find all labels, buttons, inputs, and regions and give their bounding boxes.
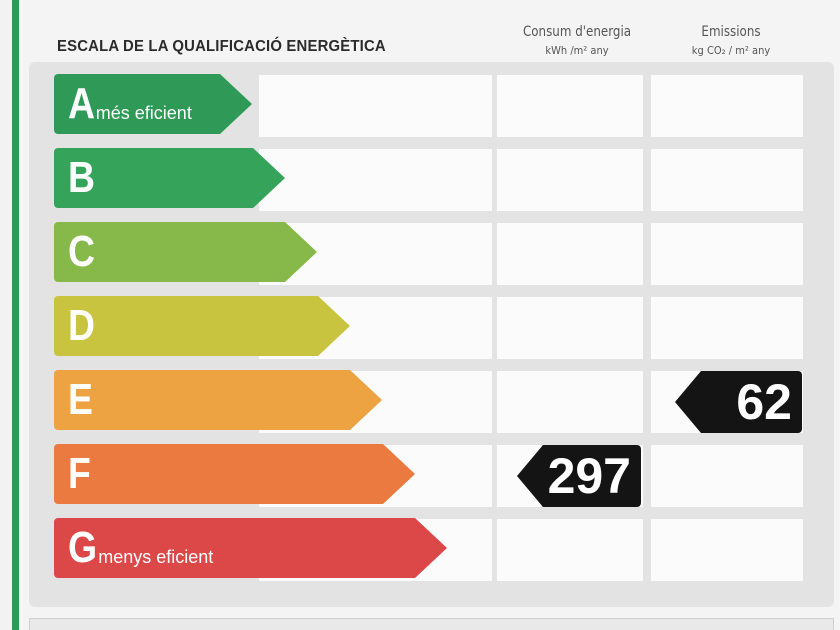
row-blank-cell-b [259, 149, 492, 211]
consum-header-label: Consum d'energia [522, 24, 632, 40]
rating-bar-c: C [54, 222, 317, 282]
rating-letter: G [68, 523, 98, 572]
emissions-cell-d [651, 297, 803, 359]
rating-letter: E [68, 375, 93, 424]
consum-header-unit: kWh /m² any [545, 44, 609, 57]
rating-bar-e: E [54, 370, 382, 430]
consum-column-header: Consum d'energia kWh /m² any [497, 24, 657, 57]
consum-cell-e [497, 371, 643, 433]
consum-cell-a [497, 75, 643, 137]
emissions-header-label: Emissions [701, 24, 761, 40]
rating-letter: B [68, 153, 96, 202]
consum-cell-b [497, 149, 643, 211]
rating-letter: A [68, 79, 96, 128]
emissions-header-unit: kg CO₂ / m² any [691, 44, 771, 57]
rating-letter: C [68, 227, 96, 276]
emissions-cell-c [651, 223, 803, 285]
rating-bar-d: D [54, 296, 350, 356]
green-border-line [12, 0, 19, 630]
consum-cell-g [497, 519, 643, 581]
rating-note: menys eficient [98, 546, 214, 567]
emissions-cell-f [651, 445, 803, 507]
rating-bar-f: F [54, 444, 415, 504]
emissions-result-marker: 62 [675, 371, 802, 433]
consum-cell-c [497, 223, 643, 285]
next-section-edge [29, 618, 834, 630]
rating-letter: F [68, 449, 91, 498]
consum-cell-d [497, 297, 643, 359]
rating-letter: D [68, 301, 96, 350]
rating-bar-b: B [54, 148, 285, 208]
emissions-cell-g [651, 519, 803, 581]
emissions-cell-b [651, 149, 803, 211]
consum-result-marker: 297 [517, 445, 641, 507]
emissions-cell-a [651, 75, 803, 137]
energy-label-document: ESCALA DE LA QUALIFICACIÓ ENERGÈTICA Con… [19, 0, 840, 630]
scale-title: ESCALA DE LA QUALIFICACIÓ ENERGÈTICA [57, 38, 386, 55]
rating-note: més eficient [95, 102, 192, 123]
row-blank-cell-a [259, 75, 492, 137]
emissions-column-header: Emissions kg CO₂ / m² any [651, 24, 811, 57]
